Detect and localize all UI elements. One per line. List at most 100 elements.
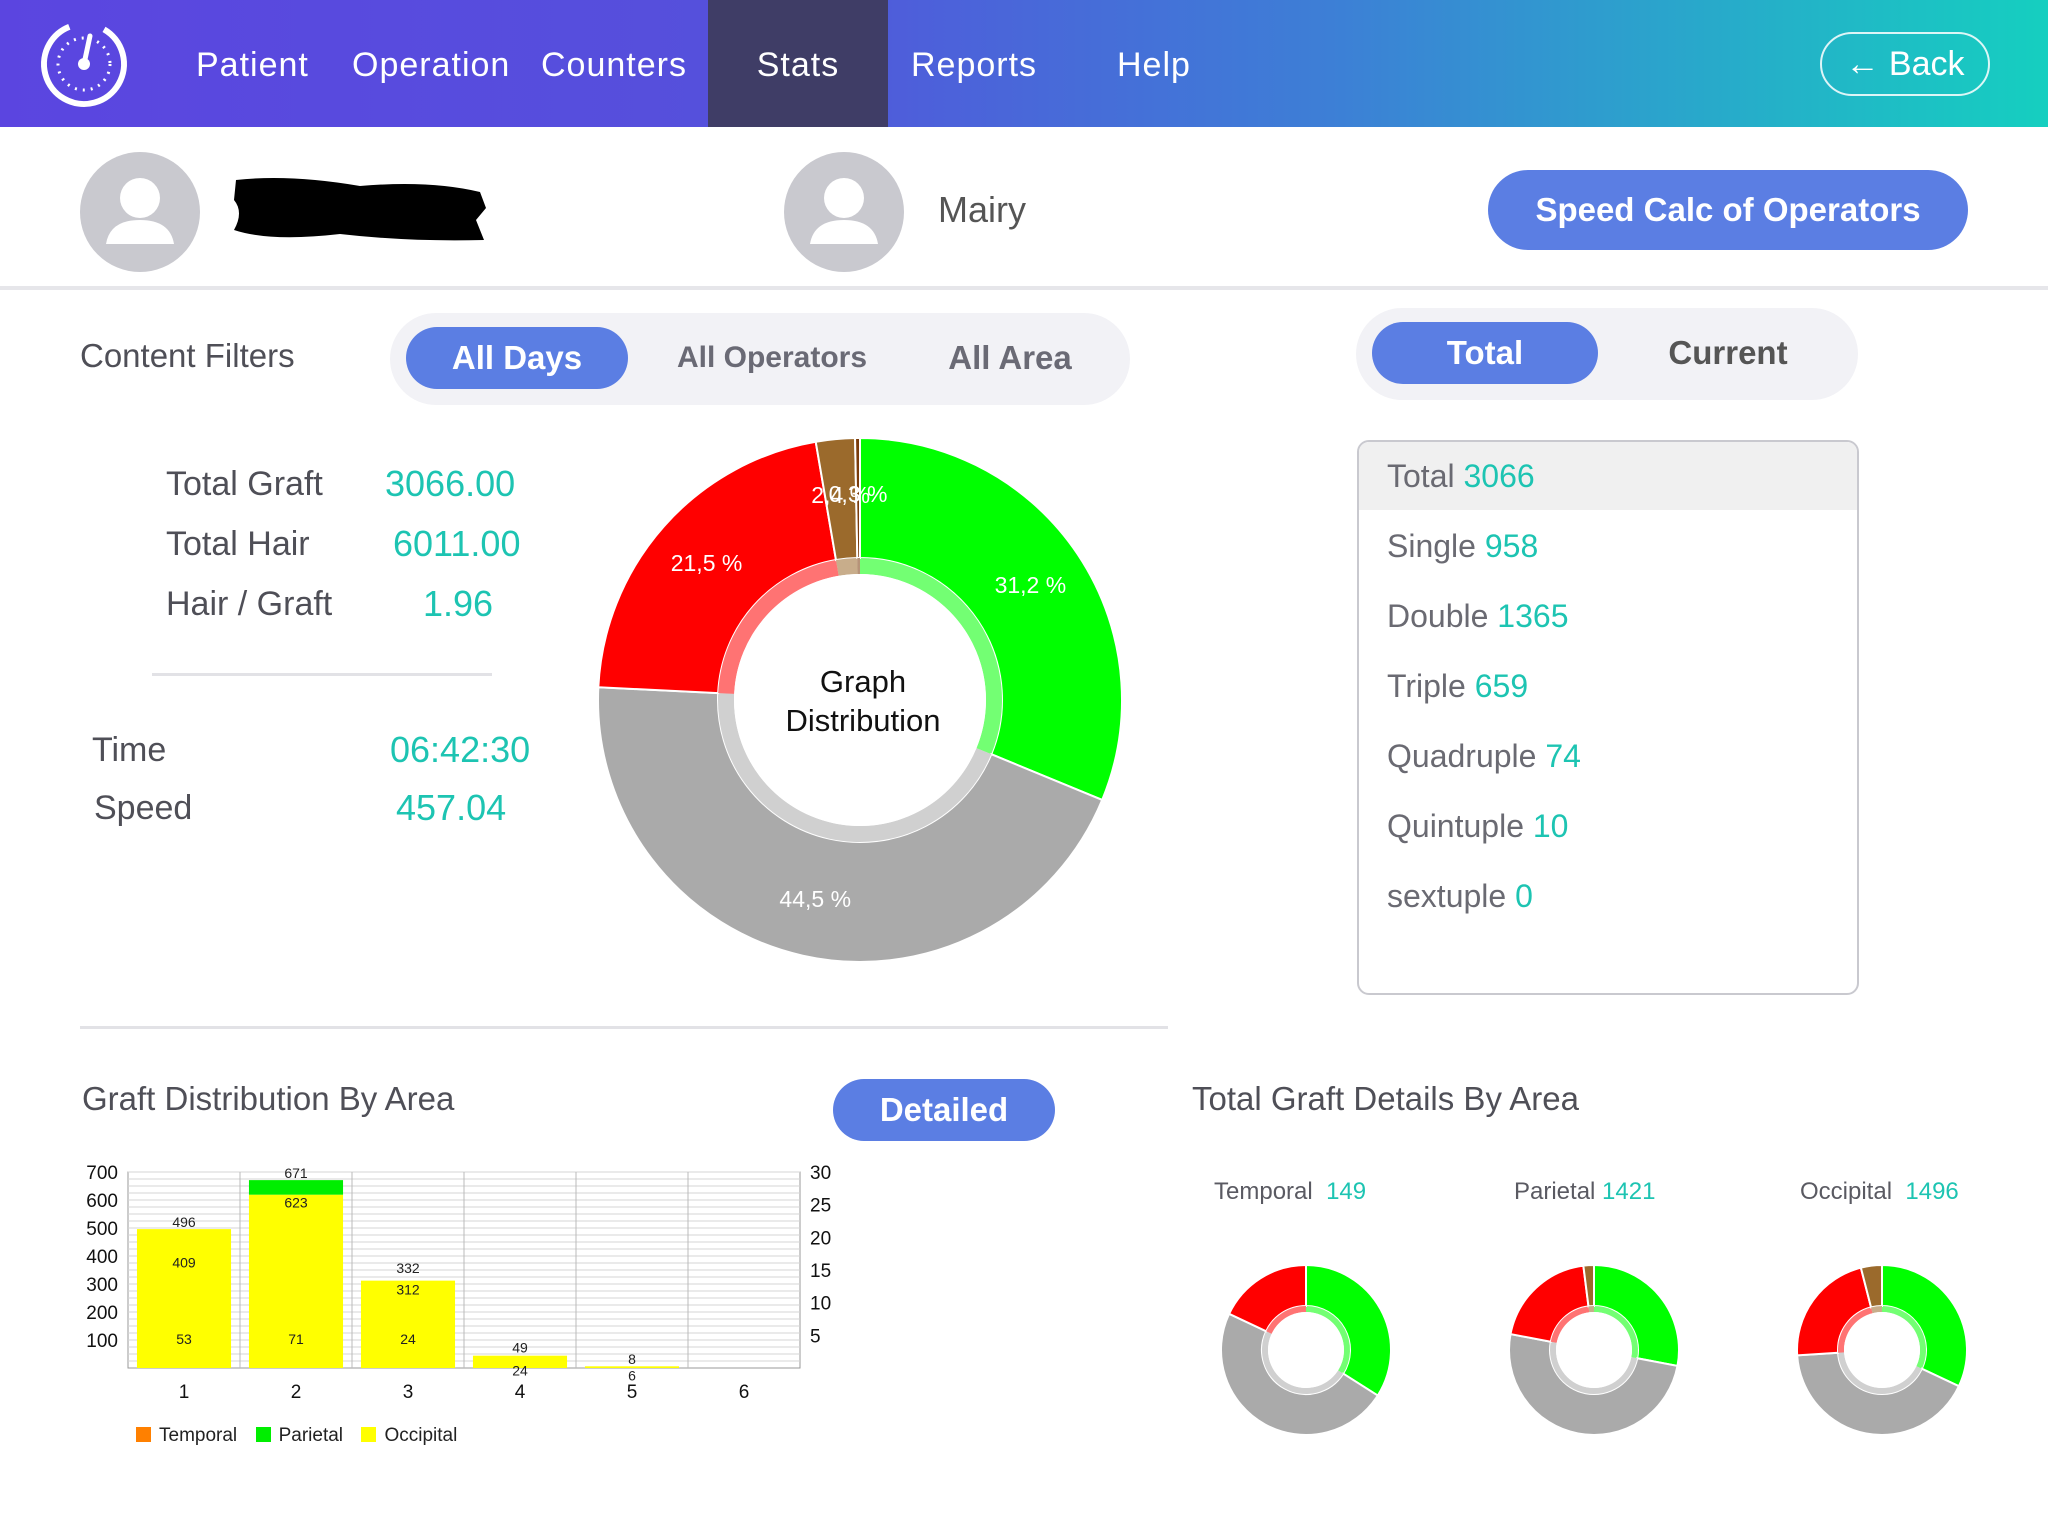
graft-by-area-title: Graft Distribution By Area	[82, 1080, 455, 1117]
count-row-double[interactable]: Double 1365	[1359, 582, 1857, 650]
hair-graft-label: Hair / Graft	[166, 585, 333, 623]
count-value: 10	[1532, 808, 1569, 844]
temporal-donut-chart	[1220, 1263, 1392, 1436]
view-toggle: Total Current	[1356, 308, 1858, 400]
y-tick-label: 300	[86, 1275, 118, 1296]
nav-operation[interactable]: Operation	[352, 46, 511, 84]
divider	[80, 1026, 1168, 1029]
bar-data-label: 71	[288, 1331, 304, 1347]
y-tick-label: 600	[86, 1191, 118, 1212]
filter-segmented-control: All Days All Operators All Area	[390, 313, 1130, 405]
donut-inner-ring	[1594, 1306, 1638, 1359]
count-row-sextuple[interactable]: sextuple 0	[1359, 862, 1857, 930]
y2-tick-label: 30	[810, 1163, 831, 1184]
bar-occipital[interactable]	[584, 1366, 680, 1368]
user-icon	[106, 178, 174, 244]
nav-stats[interactable]: Stats	[708, 0, 888, 127]
x-tick-label: 6	[739, 1382, 750, 1403]
count-value: 0	[1515, 878, 1533, 914]
count-row-single[interactable]: Single 958	[1359, 512, 1857, 580]
donut-center-text: Graph Distribution	[724, 662, 1002, 740]
patient-avatar	[80, 152, 200, 272]
divider	[0, 286, 2048, 290]
donut-center-line2: Distribution	[785, 703, 941, 738]
operator-name: Mairy	[938, 189, 1026, 230]
legend-occipital: Occipital	[361, 1425, 457, 1446]
donut-hole	[1556, 1312, 1632, 1388]
time-label: Time	[92, 731, 167, 769]
bar-data-label: 332	[396, 1260, 420, 1276]
count-row-quadruple[interactable]: Quadruple 74	[1359, 722, 1857, 790]
nav-reports[interactable]: Reports	[911, 46, 1038, 84]
y2-tick-label: 25	[810, 1196, 831, 1217]
y2-tick-label: 5	[810, 1326, 821, 1347]
nav-counters[interactable]: Counters	[541, 46, 687, 84]
detailed-button[interactable]: Detailed	[833, 1079, 1055, 1141]
filter-all-operators[interactable]: All Operators	[676, 341, 868, 374]
bar-data-label: 24	[400, 1331, 416, 1347]
y2-tick-label: 10	[810, 1294, 831, 1315]
filter-all-area[interactable]: All Area	[948, 339, 1072, 376]
bar-data-label: 6	[628, 1367, 636, 1383]
bar-data-label: 671	[284, 1165, 308, 1181]
operator-avatar	[784, 152, 904, 272]
count-value: 1365	[1497, 598, 1569, 634]
donut-inner-ring	[1550, 1341, 1638, 1394]
x-tick-label: 4	[515, 1382, 526, 1403]
bar-data-label: 24	[512, 1362, 528, 1378]
back-button[interactable]: ← Back	[1820, 32, 1990, 96]
count-value: 3066	[1463, 458, 1535, 494]
y-tick-label: 400	[86, 1247, 118, 1268]
toggle-current[interactable]: Current	[1668, 334, 1788, 371]
count-label: Triple	[1387, 668, 1466, 704]
top-nav-bar: Patient Operation Counters Stats Reports…	[0, 0, 2048, 127]
donut-inner-ring	[1871, 1306, 1882, 1314]
speedometer-logo-icon[interactable]	[38, 18, 130, 110]
y-tick-label: 700	[86, 1163, 118, 1184]
total-by-area-title: Total Graft Details By Area	[1192, 1080, 1579, 1117]
total-hair-value: 6011.00	[393, 523, 521, 564]
nav-help[interactable]: Help	[1117, 46, 1191, 84]
legend-parietal: Parietal	[255, 1425, 343, 1446]
bar-data-label: 409	[172, 1254, 196, 1270]
filter-all-days[interactable]: All Days	[406, 327, 628, 389]
speed-label: Speed	[94, 789, 193, 827]
bar-occipital[interactable]	[472, 1355, 568, 1368]
bar-data-label: 49	[512, 1339, 528, 1355]
speed-calc-operators-button[interactable]: Speed Calc of Operators	[1488, 170, 1968, 250]
area-label-occipital: Occipital 1496	[1800, 1178, 1959, 1205]
bar-occipital[interactable]	[136, 1229, 232, 1368]
bar-parietal[interactable]	[248, 1180, 344, 1195]
bar-occipital[interactable]	[248, 1194, 344, 1368]
content-filters-label: Content Filters	[80, 337, 295, 374]
hair-graft-value: 1.96	[423, 583, 494, 624]
donut-inner-ring	[836, 558, 858, 576]
graft-counts-list: Total 3066 Single 958 Double 1365 Triple…	[1357, 440, 1859, 995]
parietal-donut-chart	[1507, 1263, 1680, 1437]
count-label: Total	[1387, 458, 1455, 494]
graph-distribution-donut-chart: 31,2 %44,5 %21,5 %2,4 %0,3 %	[597, 436, 1123, 963]
x-tick-label: 1	[179, 1382, 190, 1403]
user-icon	[810, 178, 878, 244]
donut-center-line1: Graph	[819, 664, 907, 699]
count-row-quintuple[interactable]: Quintuple 10	[1359, 792, 1857, 860]
donut-hole	[1268, 1312, 1344, 1388]
donut-inner-ring	[1838, 1352, 1922, 1394]
divider	[152, 673, 492, 676]
count-row-triple[interactable]: Triple 659	[1359, 652, 1857, 720]
toggle-total[interactable]: Total	[1372, 322, 1598, 384]
donut-inner-ring	[1838, 1307, 1873, 1353]
donut-hole	[734, 574, 986, 826]
donut-inner-ring	[857, 558, 860, 575]
nav-patient[interactable]: Patient	[196, 46, 309, 84]
bar-occipital[interactable]	[360, 1280, 456, 1368]
count-label: Double	[1387, 598, 1489, 634]
count-row-total[interactable]: Total 3066	[1359, 442, 1857, 510]
arrow-left-icon: ←	[1845, 45, 1880, 83]
y-tick-label: 100	[86, 1331, 118, 1352]
donut-inner-ring	[1306, 1306, 1350, 1374]
count-value: 659	[1474, 668, 1529, 704]
donut-hole	[1844, 1312, 1920, 1388]
donut-slice-label: 0,3 %	[829, 481, 888, 507]
